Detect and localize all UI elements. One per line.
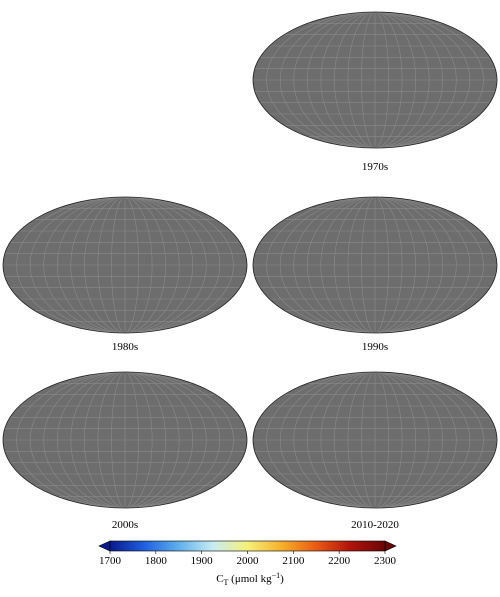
map-panel [253, 197, 497, 333]
map-outline [252, 196, 498, 334]
map-panel [3, 372, 247, 508]
map-outline [252, 371, 498, 509]
map-outline [2, 371, 248, 509]
panel-label: 1990s [362, 341, 388, 353]
colorbar-tick-label: 1700 [99, 555, 122, 567]
colorbar-tick-label: 2300 [374, 555, 397, 567]
colorbar-tick-label: 1800 [145, 555, 168, 567]
colorbar-extend-high [384, 540, 397, 552]
map-panel [253, 372, 497, 508]
label-sup: −1 [272, 571, 281, 580]
colorbar-tick-label: 2200 [328, 555, 351, 567]
label-main: C [216, 573, 223, 585]
map-panel [3, 197, 247, 333]
colorbar-tick-label: 2100 [282, 555, 305, 567]
map-panel [253, 12, 497, 148]
panel-label: 1970s [362, 161, 388, 173]
colorbar-tick-label: 2000 [237, 555, 260, 567]
label-sub: T [224, 578, 229, 587]
colorbar-extend-low [98, 540, 111, 552]
colorbar-tick-label: 1900 [191, 555, 214, 567]
label-end: ) [280, 573, 284, 585]
label-unit: (μmol kg [228, 573, 272, 585]
colorbar-label: CT (μmol kg−1) [216, 571, 284, 587]
map-outline [252, 11, 498, 149]
panel-label: 2010-2020 [351, 519, 399, 531]
panel-label: 2000s [112, 519, 138, 531]
map-outline [2, 196, 248, 334]
panel-label: 1980s [112, 341, 138, 353]
colorbar [109, 540, 386, 552]
